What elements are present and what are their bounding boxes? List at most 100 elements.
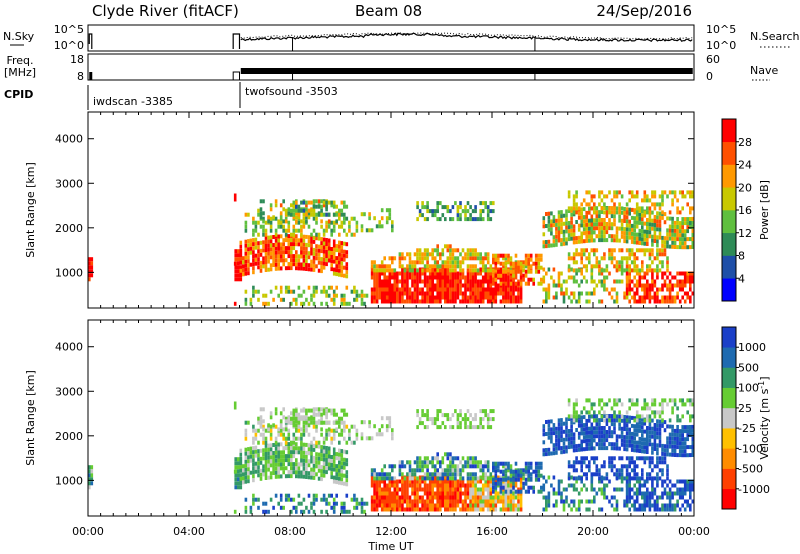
heatmap-cell (431, 479, 434, 484)
heatmap-cell (244, 224, 248, 229)
heatmap-cell (343, 249, 346, 254)
heatmap-cell (580, 252, 583, 257)
heatmap-cell (547, 495, 551, 500)
heatmap-cell (375, 287, 379, 292)
heatmap-cell (279, 234, 283, 239)
heatmap-cell (290, 446, 293, 451)
heatmap-cell (570, 291, 573, 296)
heatmap-cell (456, 483, 460, 488)
heatmap-cell (423, 476, 427, 481)
heatmap-cell (340, 208, 344, 213)
heatmap-cell (269, 255, 273, 260)
heatmap-cell (454, 499, 457, 504)
heatmap-cell (88, 265, 91, 270)
heatmap-cell (678, 283, 682, 288)
heatmap-cell (345, 424, 349, 429)
heatmap-cell (343, 273, 346, 278)
heatmap-cell (678, 241, 682, 246)
heatmap-cell (456, 283, 460, 288)
heatmap-cell (421, 291, 424, 296)
heatmap-cell (279, 203, 283, 208)
heatmap-cell (292, 204, 296, 209)
heatmap-cell (499, 299, 503, 304)
heatmap-cell (656, 275, 659, 280)
heatmap-cell (259, 419, 263, 424)
heatmap-cell (529, 485, 533, 490)
heatmap-cell (545, 240, 548, 244)
heatmap-cell (449, 456, 452, 461)
heatmap-cell (663, 190, 667, 195)
heatmap-cell (292, 289, 296, 294)
heatmap-cell (249, 301, 253, 306)
heatmap-cell (547, 499, 551, 504)
heatmap-cell (481, 468, 485, 473)
heatmap-cell (461, 468, 465, 473)
heatmap-cell (625, 202, 629, 207)
heatmap-cell (646, 287, 649, 292)
heatmap-cell (365, 228, 369, 233)
heatmap-cell (284, 232, 288, 237)
heatmap-cell (486, 476, 490, 481)
heatmap-cell (509, 275, 513, 280)
heatmap-cell (325, 250, 328, 254)
heatmap-cell (370, 479, 374, 484)
heatmap-cell (681, 194, 684, 199)
heatmap-cell (267, 247, 270, 252)
heatmap-cell (332, 408, 336, 413)
heatmap-cell (635, 448, 639, 453)
heatmap-cell (595, 414, 599, 419)
heatmap-cell (239, 480, 243, 485)
heatmap-cell (464, 205, 467, 210)
heatmap-cell (380, 208, 384, 213)
heatmap-cell (560, 210, 563, 215)
heatmap-cell (406, 271, 409, 276)
heatmap-cell (411, 299, 414, 304)
heatmap-cell (423, 205, 427, 210)
heatmap-cell (623, 435, 626, 440)
heatmap-cell (279, 428, 283, 433)
heatmap-cell (272, 467, 275, 471)
heatmap-cell (499, 287, 503, 292)
heatmap-cell (691, 483, 695, 488)
heatmap-cell (282, 427, 285, 432)
heatmap-cell (628, 495, 631, 500)
heatmap-cell (287, 446, 291, 451)
heatmap-cell (476, 491, 480, 496)
heatmap-cell (676, 217, 679, 221)
heatmap-cell (681, 445, 684, 450)
heatmap-cell (380, 499, 384, 504)
heatmap-cell (325, 462, 328, 466)
heatmap-cell (388, 503, 392, 508)
heatmap-cell (547, 451, 551, 456)
heatmap-cell (391, 299, 394, 304)
heatmap-cell (661, 252, 664, 257)
heatmap-cell (547, 211, 551, 216)
heatmap-cell (234, 253, 237, 258)
heatmap-cell (254, 461, 258, 466)
heatmap-cell (668, 236, 672, 241)
heatmap-cell (689, 491, 692, 496)
cpid-row: CPID iwdscan -3385 twofsound -3503 (4, 82, 338, 110)
heatmap-cell (469, 287, 472, 292)
heatmap-cell (532, 469, 535, 474)
heatmap-cell (494, 253, 498, 258)
heatmap-cell (555, 491, 558, 496)
heatmap-cell (504, 269, 508, 274)
heatmap-cell (613, 222, 616, 227)
heatmap-cell (338, 424, 341, 429)
heatmap-cell (628, 439, 631, 444)
heatmap-cell (295, 297, 298, 302)
heatmap-cell (325, 289, 328, 294)
heatmap-cell (658, 427, 662, 432)
heatmap-cell (646, 406, 649, 411)
station-title: Clyde River (fitACF) (92, 2, 239, 20)
heatmap-cell (327, 254, 331, 259)
heatmap-cell (471, 209, 475, 214)
heatmap-cell (292, 436, 296, 441)
heatmap-cell (267, 251, 270, 256)
heatmap-cell (615, 238, 619, 243)
heatmap-cell (247, 259, 250, 264)
heatmap-cell (461, 283, 465, 288)
heatmap-cell (603, 275, 606, 280)
heatmap-cell (431, 209, 434, 214)
